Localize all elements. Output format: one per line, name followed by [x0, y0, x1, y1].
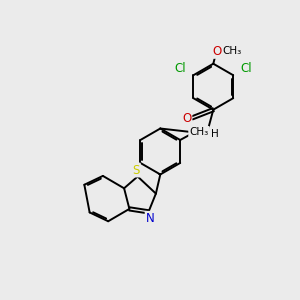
Text: S: S [133, 164, 140, 176]
Text: CH₃: CH₃ [223, 46, 242, 56]
Text: O: O [212, 45, 221, 58]
Text: O: O [182, 112, 191, 125]
Text: H: H [211, 129, 219, 139]
Text: Cl: Cl [241, 62, 252, 75]
Text: CH₃: CH₃ [189, 127, 208, 137]
Text: N: N [200, 127, 209, 140]
Text: N: N [146, 212, 154, 225]
Text: Cl: Cl [174, 62, 186, 75]
